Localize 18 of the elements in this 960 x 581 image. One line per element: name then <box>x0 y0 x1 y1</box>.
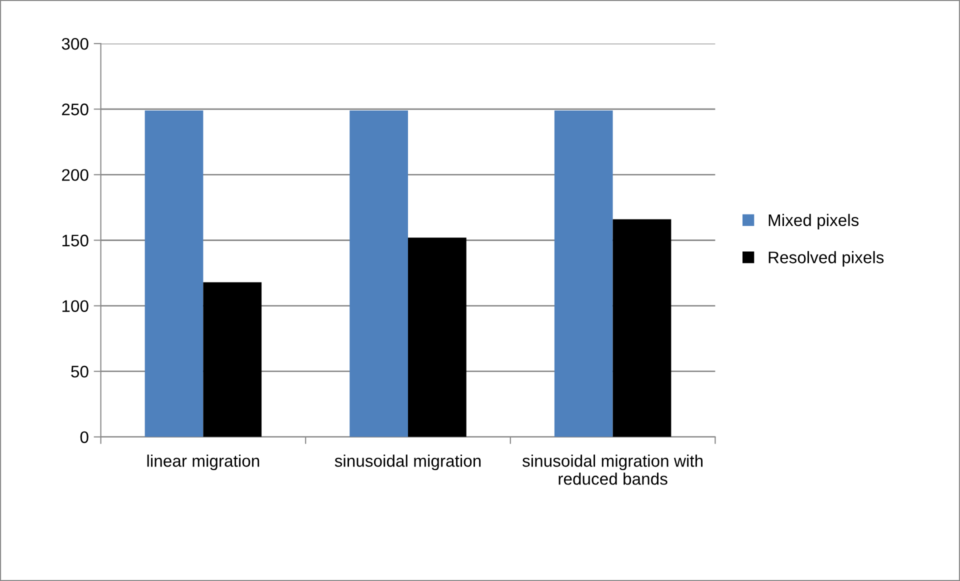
legend-label: Mixed pixels <box>768 214 859 230</box>
y-tick-label: 50 <box>71 366 88 378</box>
x-tick-label: linear migration <box>147 454 260 470</box>
bar <box>203 282 262 437</box>
y-tick-label: 0 <box>80 431 88 444</box>
y-tick-label: 300 <box>62 38 88 50</box>
bar <box>612 219 672 437</box>
bar <box>144 110 204 437</box>
bar <box>350 110 408 437</box>
bar <box>554 110 613 437</box>
y-tick-label: 100 <box>62 300 88 312</box>
y-tick-label: 250 <box>62 104 88 116</box>
bar <box>408 238 466 437</box>
x-tick-label: sinusoidal migration with reduced bands <box>522 454 703 485</box>
y-tick-label: 200 <box>62 169 88 181</box>
legend-label: Resolved pixels <box>768 251 884 267</box>
x-tick-label: sinusoidal migration <box>334 454 481 470</box>
y-tick-label: 150 <box>62 234 88 246</box>
